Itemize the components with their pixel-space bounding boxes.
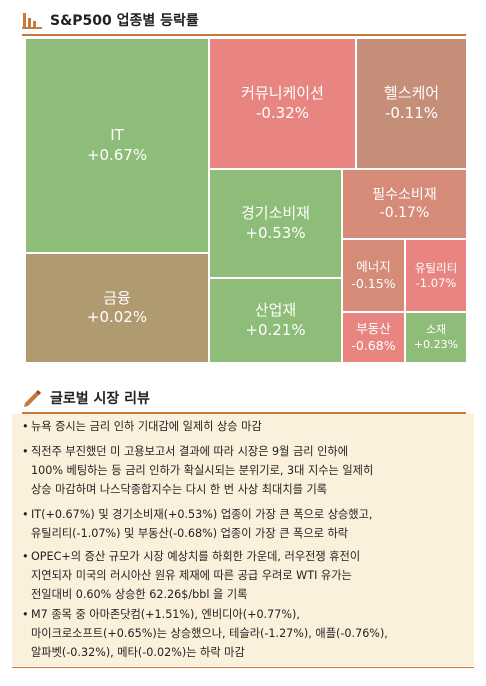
bullet-line: 직전주 부진했던 미 고용보고서 결과에 따라 시장은 9월 금리 인하에 — [31, 445, 349, 458]
sector-name: 소재 — [425, 323, 447, 337]
sector-treemap: IT +0.67% 금융 +0.02% 커뮤니케이션 -0.32% 헬스케어 -… — [25, 38, 467, 363]
sector-name: IT — [110, 126, 124, 144]
sector-cell-energy[interactable]: 에너지 -0.15% — [342, 239, 405, 312]
market-review-box: • 뉴욕 증시는 금리 인하 기대감에 일제히 상승 마감 • 직전주 부진했던… — [12, 414, 474, 666]
section-title: 글로벌 시장 리뷰 — [50, 391, 150, 407]
bullet-line: M7 종목 중 아마존닷컴(+1.51%), 엔비디아(+0.77%), — [31, 608, 300, 621]
sector-change: +0.23% — [413, 337, 459, 351]
sector-cell-consumer-staples[interactable]: 필수소비재 -0.17% — [342, 169, 467, 239]
bullet-line: 전일대비 0.60% 상승한 62.26$/bbl 을 기록 — [31, 588, 248, 601]
section-title: S&P500 업종별 등락률 — [50, 13, 199, 29]
bullet-line: 지연되자 미국의 러시아산 원유 제재에 따른 공급 우려로 WTI 유가는 — [31, 569, 352, 582]
bullet-dot-icon: • — [22, 420, 29, 433]
section-header-global-review: 글로벌 시장 리뷰 — [22, 388, 150, 408]
sector-change: -0.68% — [351, 337, 396, 353]
sector-cell-it[interactable]: IT +0.67% — [25, 38, 209, 253]
bullet-line: 100% 베팅하는 등 금리 인하가 확실시되는 분위기로, 3대 지수는 일제… — [31, 464, 374, 477]
sector-change: -0.11% — [384, 103, 439, 122]
sector-name: 산업재 — [254, 301, 297, 319]
bullet-line: 마이크로소프트(+0.65%)는 상승했으나, 테슬라(-1.27%), 애플(… — [31, 627, 388, 640]
bullet-dot-icon: • — [22, 608, 29, 621]
review-bullet: • 뉴욕 증시는 금리 인하 기대감에 일제히 상승 마감 — [22, 417, 262, 436]
sector-cell-real-estate[interactable]: 부동산 -0.68% — [342, 312, 405, 363]
review-bullet: • IT(+0.67%) 및 경기소비재(+0.53%) 업종이 가장 큰 폭으… — [22, 505, 372, 543]
sector-change: -1.07% — [415, 275, 457, 290]
sector-change: +0.67% — [86, 145, 148, 164]
divider — [12, 667, 474, 668]
bullet-line: OPEC+의 증산 규모가 시장 예상치를 하회한 가운데, 러우전쟁 휴전이 — [31, 550, 361, 563]
bullet-line: 상승 마감하며 나스닥종합지수는 다시 한 번 사상 최대치를 기록 — [31, 483, 328, 496]
sector-cell-utilities[interactable]: 유틸리티 -1.07% — [405, 239, 467, 312]
sector-cell-finance[interactable]: 금융 +0.02% — [25, 253, 209, 363]
sector-cell-consumer-discretionary[interactable]: 경기소비재 +0.53% — [209, 169, 342, 278]
divider — [22, 34, 466, 36]
bullet-dot-icon: • — [22, 508, 29, 521]
sector-name: 필수소비재 — [372, 186, 437, 203]
sector-cell-materials[interactable]: 소재 +0.23% — [405, 312, 467, 363]
bar-chart-icon — [22, 13, 42, 29]
sector-cell-industrials[interactable]: 산업재 +0.21% — [209, 278, 342, 363]
sector-change: -0.17% — [379, 205, 430, 221]
review-bullet: • M7 종목 중 아마존닷컴(+1.51%), 엔비디아(+0.77%), 마… — [22, 605, 388, 662]
sector-change: +0.21% — [245, 320, 306, 339]
sector-name: 에너지 — [356, 259, 391, 275]
bullet-line: 유틸리티(-1.07%) 및 부동산(-0.68%) 업종이 가장 큰 폭으로 … — [31, 527, 349, 540]
sector-name: 금융 — [103, 288, 131, 307]
sector-name: 헬스케어 — [383, 84, 440, 102]
divider — [22, 412, 466, 414]
pencil-icon — [24, 390, 41, 407]
sector-change: +0.02% — [86, 308, 148, 326]
sector-change: -0.32% — [255, 103, 310, 122]
bullet-dot-icon: • — [22, 445, 29, 458]
section-header-sp500: S&P500 업종별 등락률 — [22, 8, 199, 32]
sector-name: 유틸리티 — [414, 260, 458, 275]
bullet-dot-icon: • — [22, 550, 29, 563]
bullet-line: IT(+0.67%) 및 경기소비재(+0.53%) 업종이 가장 큰 폭으로 … — [31, 508, 373, 521]
sector-change: +0.53% — [245, 223, 306, 242]
review-bullet: • OPEC+의 증산 규모가 시장 예상치를 하회한 가운데, 러우전쟁 휴전… — [22, 547, 360, 604]
sector-name: 커뮤니케이션 — [241, 84, 324, 102]
sector-change: -0.15% — [351, 275, 396, 291]
sector-name: 부동산 — [356, 321, 391, 337]
sector-cell-healthcare[interactable]: 헬스케어 -0.11% — [356, 38, 467, 169]
sector-cell-communication[interactable]: 커뮤니케이션 -0.32% — [209, 38, 356, 169]
bullet-line: 알파벳(-0.32%), 메타(-0.02%)는 하락 마감 — [31, 646, 245, 659]
review-bullet: • 직전주 부진했던 미 고용보고서 결과에 따라 시장은 9월 금리 인하에 … — [22, 442, 373, 499]
bullet-line: 뉴욕 증시는 금리 인하 기대감에 일제히 상승 마감 — [31, 420, 262, 433]
sector-name: 경기소비재 — [240, 204, 310, 222]
